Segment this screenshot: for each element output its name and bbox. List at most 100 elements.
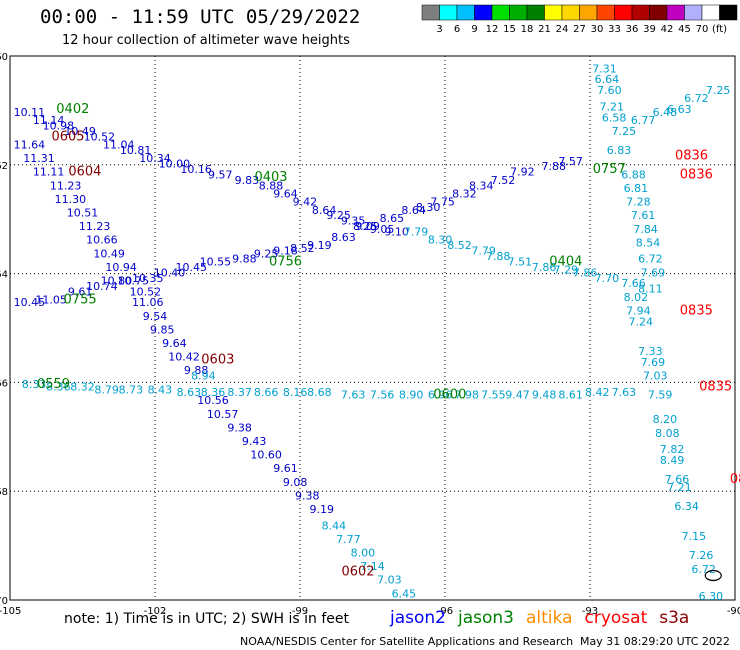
- wave-height-label: 6.63: [667, 103, 692, 116]
- wave-height-label: 7.84: [633, 223, 658, 236]
- wave-height-label: 9.38: [227, 421, 252, 434]
- wave-height-label: 8.33: [22, 378, 47, 391]
- wave-height-label: 10.40: [154, 266, 186, 279]
- pass-time-label: 0605: [51, 129, 84, 144]
- color-scale-label: 42: [661, 24, 674, 35]
- wave-height-label: 9.25: [254, 247, 279, 260]
- wave-height-label: 9.48: [532, 389, 557, 402]
- satellite-legend-item: cryosat: [584, 608, 648, 628]
- wave-height-label: 8.79: [94, 383, 119, 396]
- wave-height-label: 8.68: [307, 386, 332, 399]
- color-scale-label: 6: [454, 24, 460, 35]
- wave-height-label: 11.64: [14, 138, 46, 151]
- color-scale-swatch: [684, 4, 703, 21]
- wave-height-label: 7.29: [554, 264, 579, 277]
- color-scale-label: 12: [486, 24, 499, 35]
- wave-height-label: 8.63: [331, 231, 356, 244]
- pass-time-label: 0403: [254, 170, 287, 185]
- pass-time-label: 0836: [675, 148, 708, 163]
- wave-height-label: 7.88: [486, 250, 511, 263]
- footer-note: note: 1) Time is in UTC; 2) SWH is in fe…: [64, 611, 350, 627]
- wave-height-label: 7.69: [641, 266, 666, 279]
- wave-height-label: 6.88: [621, 168, 646, 181]
- wave-height-label: 10.75: [118, 274, 150, 287]
- wave-height-label: 7.57: [558, 155, 583, 168]
- wave-height-label: 10.55: [200, 255, 232, 268]
- wave-height-label: 7.86: [532, 261, 557, 274]
- wave-height-label: 11.06: [132, 296, 164, 309]
- wave-height-label: 7.92: [510, 166, 535, 179]
- wave-height-label: 11.30: [55, 193, 87, 206]
- wave-height-label: 9.88: [232, 253, 257, 266]
- wave-height-label: 9.57: [208, 168, 233, 181]
- x-tick-label: -99: [292, 606, 308, 617]
- satellite-legend-item: altika: [526, 608, 573, 628]
- color-scale-label: 15: [503, 24, 516, 35]
- wave-height-label: 10.81: [120, 144, 152, 157]
- wave-height-label: 6.77: [631, 114, 656, 127]
- wave-height-label: 7.03: [643, 370, 668, 383]
- pass-time-label: 0600: [433, 388, 466, 403]
- color-scale-swatch: [596, 4, 615, 21]
- wave-height-label: 7.98: [455, 389, 480, 402]
- color-scale-label: 21: [538, 24, 551, 35]
- wave-height-label: 10.42: [168, 351, 200, 364]
- wave-height-label: 6.48: [653, 106, 678, 119]
- y-tick-label: -60: [0, 52, 8, 63]
- y-tick-label: -70: [0, 596, 8, 607]
- wave-height-label: 8.64: [312, 204, 337, 217]
- wave-height-label: 9.08: [283, 476, 308, 489]
- wave-height-label: 6.72: [638, 253, 663, 266]
- wave-height-label: 7.25: [706, 84, 731, 97]
- color-scale-label: 9: [471, 24, 477, 35]
- x-tick-label: -105: [0, 606, 21, 617]
- color-scale-swatch: [439, 4, 458, 21]
- wave-height-label: 9.47: [505, 389, 530, 402]
- color-scale-swatch: [666, 4, 685, 21]
- wave-height-label: 7.24: [629, 315, 654, 328]
- wave-height-label: 7.14: [360, 560, 385, 573]
- wave-height-label: 6.81: [624, 182, 649, 195]
- wave-height-label: 8.00: [351, 546, 376, 559]
- wave-height-label: 7.66: [665, 473, 690, 486]
- color-scale-label: 36: [626, 24, 639, 35]
- wave-height-label: 9.42: [293, 196, 318, 209]
- wave-height-label: 10.57: [207, 408, 239, 421]
- wave-height-label: 7.63: [341, 389, 366, 402]
- wave-height-label: 10.74: [86, 280, 118, 293]
- wave-height-label: 7.60: [597, 84, 622, 97]
- wave-height-label: 8.36: [201, 386, 226, 399]
- wave-height-label: 7.79: [404, 226, 429, 239]
- color-scale-swatch: [509, 4, 528, 21]
- color-scale-label: 33: [608, 24, 621, 35]
- wave-height-label: 7.82: [660, 443, 685, 456]
- wave-height-label: 6.34: [674, 500, 699, 513]
- y-tick-label: -64: [0, 270, 8, 281]
- wave-height-label: 9.64: [273, 187, 298, 200]
- wave-height-label: 7.21: [667, 481, 692, 494]
- wave-height-label: 8.43: [148, 383, 173, 396]
- generation-timestamp: May 31 08:29:20 UTC 2022: [580, 635, 730, 648]
- wave-height-label: 8.52: [290, 242, 315, 255]
- color-scale-swatch: [614, 4, 633, 21]
- wave-height-label: 8.61: [558, 389, 583, 402]
- pass-time-label: 0603: [201, 352, 234, 367]
- wave-height-label: 8.94: [191, 370, 216, 383]
- wave-height-label: 7.25: [612, 125, 637, 138]
- wave-height-label: 6.45: [392, 587, 417, 600]
- wave-height-label: 11.11: [33, 166, 65, 179]
- wave-height-label: 9.88: [184, 364, 209, 377]
- wave-height-label: 9.61: [273, 462, 298, 475]
- wave-height-label: 8.44: [322, 519, 347, 532]
- color-scale-label: 70: [696, 24, 709, 35]
- wave-height-label: 10.34: [139, 152, 171, 165]
- color-scale-swatch: [719, 4, 738, 21]
- contour-loop: [704, 569, 722, 582]
- wave-height-label: 8.32: [70, 381, 95, 394]
- wave-height-label: 11.23: [79, 220, 111, 233]
- pass-time-label: 0602: [341, 565, 374, 580]
- wave-height-label: 9.83: [235, 174, 260, 187]
- wave-height-label: 8.90: [399, 389, 424, 402]
- y-tick-label: -66: [0, 378, 8, 389]
